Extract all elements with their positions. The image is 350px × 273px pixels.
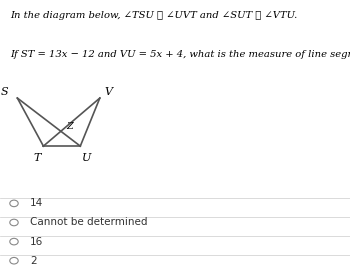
Text: 14: 14 [30, 198, 43, 208]
Text: 16: 16 [30, 237, 43, 247]
Text: U: U [82, 153, 91, 163]
Text: Cannot be determined: Cannot be determined [30, 218, 147, 227]
Text: V: V [104, 87, 112, 97]
Text: T: T [33, 153, 41, 163]
Text: In the diagram below, ∠TSU ≅ ∠UVT and ∠SUT ≅ ∠VTU.: In the diagram below, ∠TSU ≅ ∠UVT and ∠S… [10, 11, 298, 20]
Text: If ST = 13x − 12 and VU = 5x + 4, what is the measure of line segment V̅U̅?: If ST = 13x − 12 and VU = 5x + 4, what i… [10, 50, 350, 59]
Text: 2: 2 [30, 256, 36, 266]
Text: Z: Z [66, 122, 73, 131]
Text: S: S [1, 87, 9, 97]
